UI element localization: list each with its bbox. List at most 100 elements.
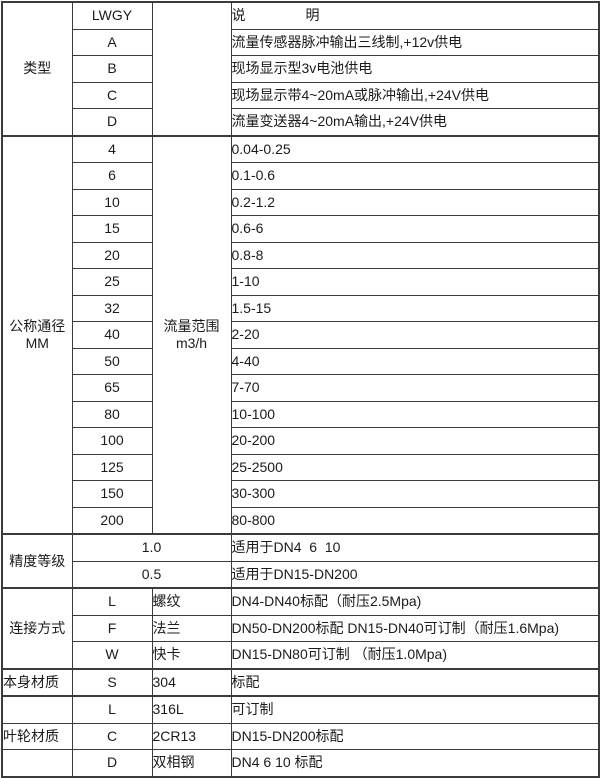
- desc-cell: 适用于DN4 6 10: [230, 533, 600, 562]
- table-row: 精度等级 1.0 适用于DN4 6 10: [1, 533, 600, 589]
- table-row: 公称通径 MM 4 流量范围 m3/h 0.04-0.25: [1, 134, 600, 535]
- table-row: 叶轮材质 C 2CR13 DN15-DN200标配: [1, 722, 600, 750]
- desc-cell: 可订制: [230, 695, 600, 724]
- code-cell: D: [71, 749, 153, 777]
- section-label-impeller-material: 叶轮材质: [1, 722, 73, 750]
- table-row: 32 1.5-15: [2, 294, 600, 322]
- name-cell: 螺纹: [151, 587, 232, 616]
- code-cell: 100: [71, 427, 153, 455]
- desc-cell: 标配: [230, 667, 600, 697]
- desc-cell: 4-40: [230, 347, 600, 375]
- table-row: 125 25-2500: [2, 453, 600, 481]
- desc-cell: 7-70: [230, 374, 600, 402]
- desc-cell: 0.8-8: [230, 241, 600, 269]
- table-row: B 现场显示型3v电池供电: [2, 55, 600, 83]
- desc-cell: 现场显示型3v电池供电: [230, 55, 600, 83]
- desc-cell: DN4-DN40标配（耐压2.5Mpa): [230, 587, 600, 616]
- desc-cell: 0.04-0.25: [230, 134, 600, 163]
- impeller-label-empty-cell: [1, 695, 73, 724]
- code-cell: 150: [71, 480, 153, 508]
- section-label-body-material: 本身材质: [1, 667, 73, 697]
- table-row: 10 0.2-1.2: [2, 188, 600, 216]
- table-row: D 双相钢 DN4 6 10 标配: [1, 749, 600, 777]
- table-row: A 流量传感器脉冲输出三线制,+12v供电: [2, 28, 600, 56]
- flow-range-line2: m3/h: [175, 334, 208, 351]
- code-cell: 20: [71, 241, 153, 269]
- table-row: 40 2-20: [2, 321, 600, 349]
- table-row: F 法兰 DN50-DN200标配 DN15-DN40可订制（耐压1.6Mpa): [2, 614, 600, 642]
- name-cell: 2CR13: [151, 722, 232, 750]
- table-row: 本身材质 S 304 标配: [1, 667, 600, 697]
- code-cell: 125: [71, 453, 153, 481]
- desc-cell: 流量变送器4~20mA输出,+24V供电: [230, 108, 600, 136]
- desc-cell: 1-10: [230, 268, 600, 296]
- code-cell: 15: [71, 215, 153, 243]
- table-row: L 316L 可订制: [1, 695, 600, 724]
- code-cell: 25: [71, 268, 153, 296]
- code-cell: F: [71, 614, 153, 642]
- impeller-label-empty-cell: [1, 749, 73, 777]
- name-cell: 法兰: [151, 614, 232, 642]
- table-row: 连接方式 L 螺纹 DN4-DN40标配（耐压2.5Mpa): [1, 587, 600, 669]
- code-cell: D: [71, 108, 153, 136]
- table-row: 200 80-800: [2, 506, 600, 535]
- desc-cell: DN50-DN200标配 DN15-DN40可订制（耐压1.6Mpa): [230, 614, 600, 642]
- table-row: C 现场显示带4~20mA或脉冲输出,+24V供电: [2, 81, 600, 109]
- section-label-connection: 连接方式: [1, 587, 73, 669]
- desc-cell: 30-300: [230, 480, 600, 508]
- name-cell: 双相钢: [151, 749, 232, 777]
- code-cell: B: [71, 55, 153, 83]
- table-row: W 快卡 DN15-DN80可订制 （耐压1.0Mpa): [2, 641, 600, 669]
- name-cell: 304: [151, 667, 232, 697]
- table-row: 0.5 适用于DN15-DN200: [2, 560, 600, 589]
- desc-cell: 80-800: [230, 506, 600, 535]
- table-row: D 流量变送器4~20mA输出,+24V供电: [2, 108, 600, 136]
- code-cell: 40: [71, 321, 153, 349]
- desc-cell: 20-200: [230, 427, 600, 455]
- code-cell: S: [71, 667, 153, 697]
- diameter-label-line1: 公称通径: [9, 317, 66, 334]
- code-cell: 50: [71, 347, 153, 375]
- type-middle-empty-cell: [151, 1, 232, 136]
- diameter-label-line2: MM: [25, 334, 49, 351]
- table-row: 100 20-200: [2, 427, 600, 455]
- desc-cell: 0.6-6: [230, 215, 600, 243]
- section-label-type: 类型: [1, 1, 73, 136]
- desc-cell: 0.1-0.6: [230, 162, 600, 190]
- desc-cell: 适用于DN15-DN200: [230, 560, 600, 589]
- desc-cell: 10-100: [230, 400, 600, 428]
- header-desc-cell: 说明: [230, 1, 600, 30]
- desc-cell: DN15-DN80可订制 （耐压1.0Mpa): [230, 641, 600, 669]
- desc-cell: DN15-DN200标配: [230, 722, 600, 750]
- section-label-diameter: 公称通径 MM: [1, 134, 73, 535]
- table-row: 类型 LWGY 说明: [1, 1, 600, 136]
- desc-cell: 0.2-1.2: [230, 188, 600, 216]
- desc-cell: 25-2500: [230, 453, 600, 481]
- header-code-cell: LWGY: [71, 1, 153, 30]
- table-row: 150 30-300: [2, 480, 600, 508]
- code-cell: 10: [71, 188, 153, 216]
- table-row: 20 0.8-8: [2, 241, 600, 269]
- code-cell: A: [71, 28, 153, 56]
- code-cell: 200: [71, 506, 153, 535]
- code-cell: 6: [71, 162, 153, 190]
- code-cell: C: [71, 722, 153, 750]
- table-row: 25 1-10: [2, 268, 600, 296]
- table-row: 6 0.1-0.6: [2, 162, 600, 190]
- accuracy-value-cell: 0.5: [71, 560, 232, 589]
- desc-cell: 2-20: [230, 321, 600, 349]
- section-label-accuracy: 精度等级: [1, 533, 73, 589]
- flow-range-cell: 流量范围 m3/h: [151, 134, 232, 535]
- name-cell: 快卡: [151, 641, 232, 669]
- desc-cell: 流量传感器脉冲输出三线制,+12v供电: [230, 28, 600, 56]
- name-cell: 316L: [151, 695, 232, 724]
- code-cell: 32: [71, 294, 153, 322]
- table-row: 65 7-70: [2, 374, 600, 402]
- code-cell: L: [71, 695, 153, 724]
- code-cell: 65: [71, 374, 153, 402]
- desc-cell: 1.5-15: [230, 294, 600, 322]
- desc-cell: 现场显示带4~20mA或脉冲输出,+24V供电: [230, 81, 600, 109]
- code-cell: W: [71, 641, 153, 669]
